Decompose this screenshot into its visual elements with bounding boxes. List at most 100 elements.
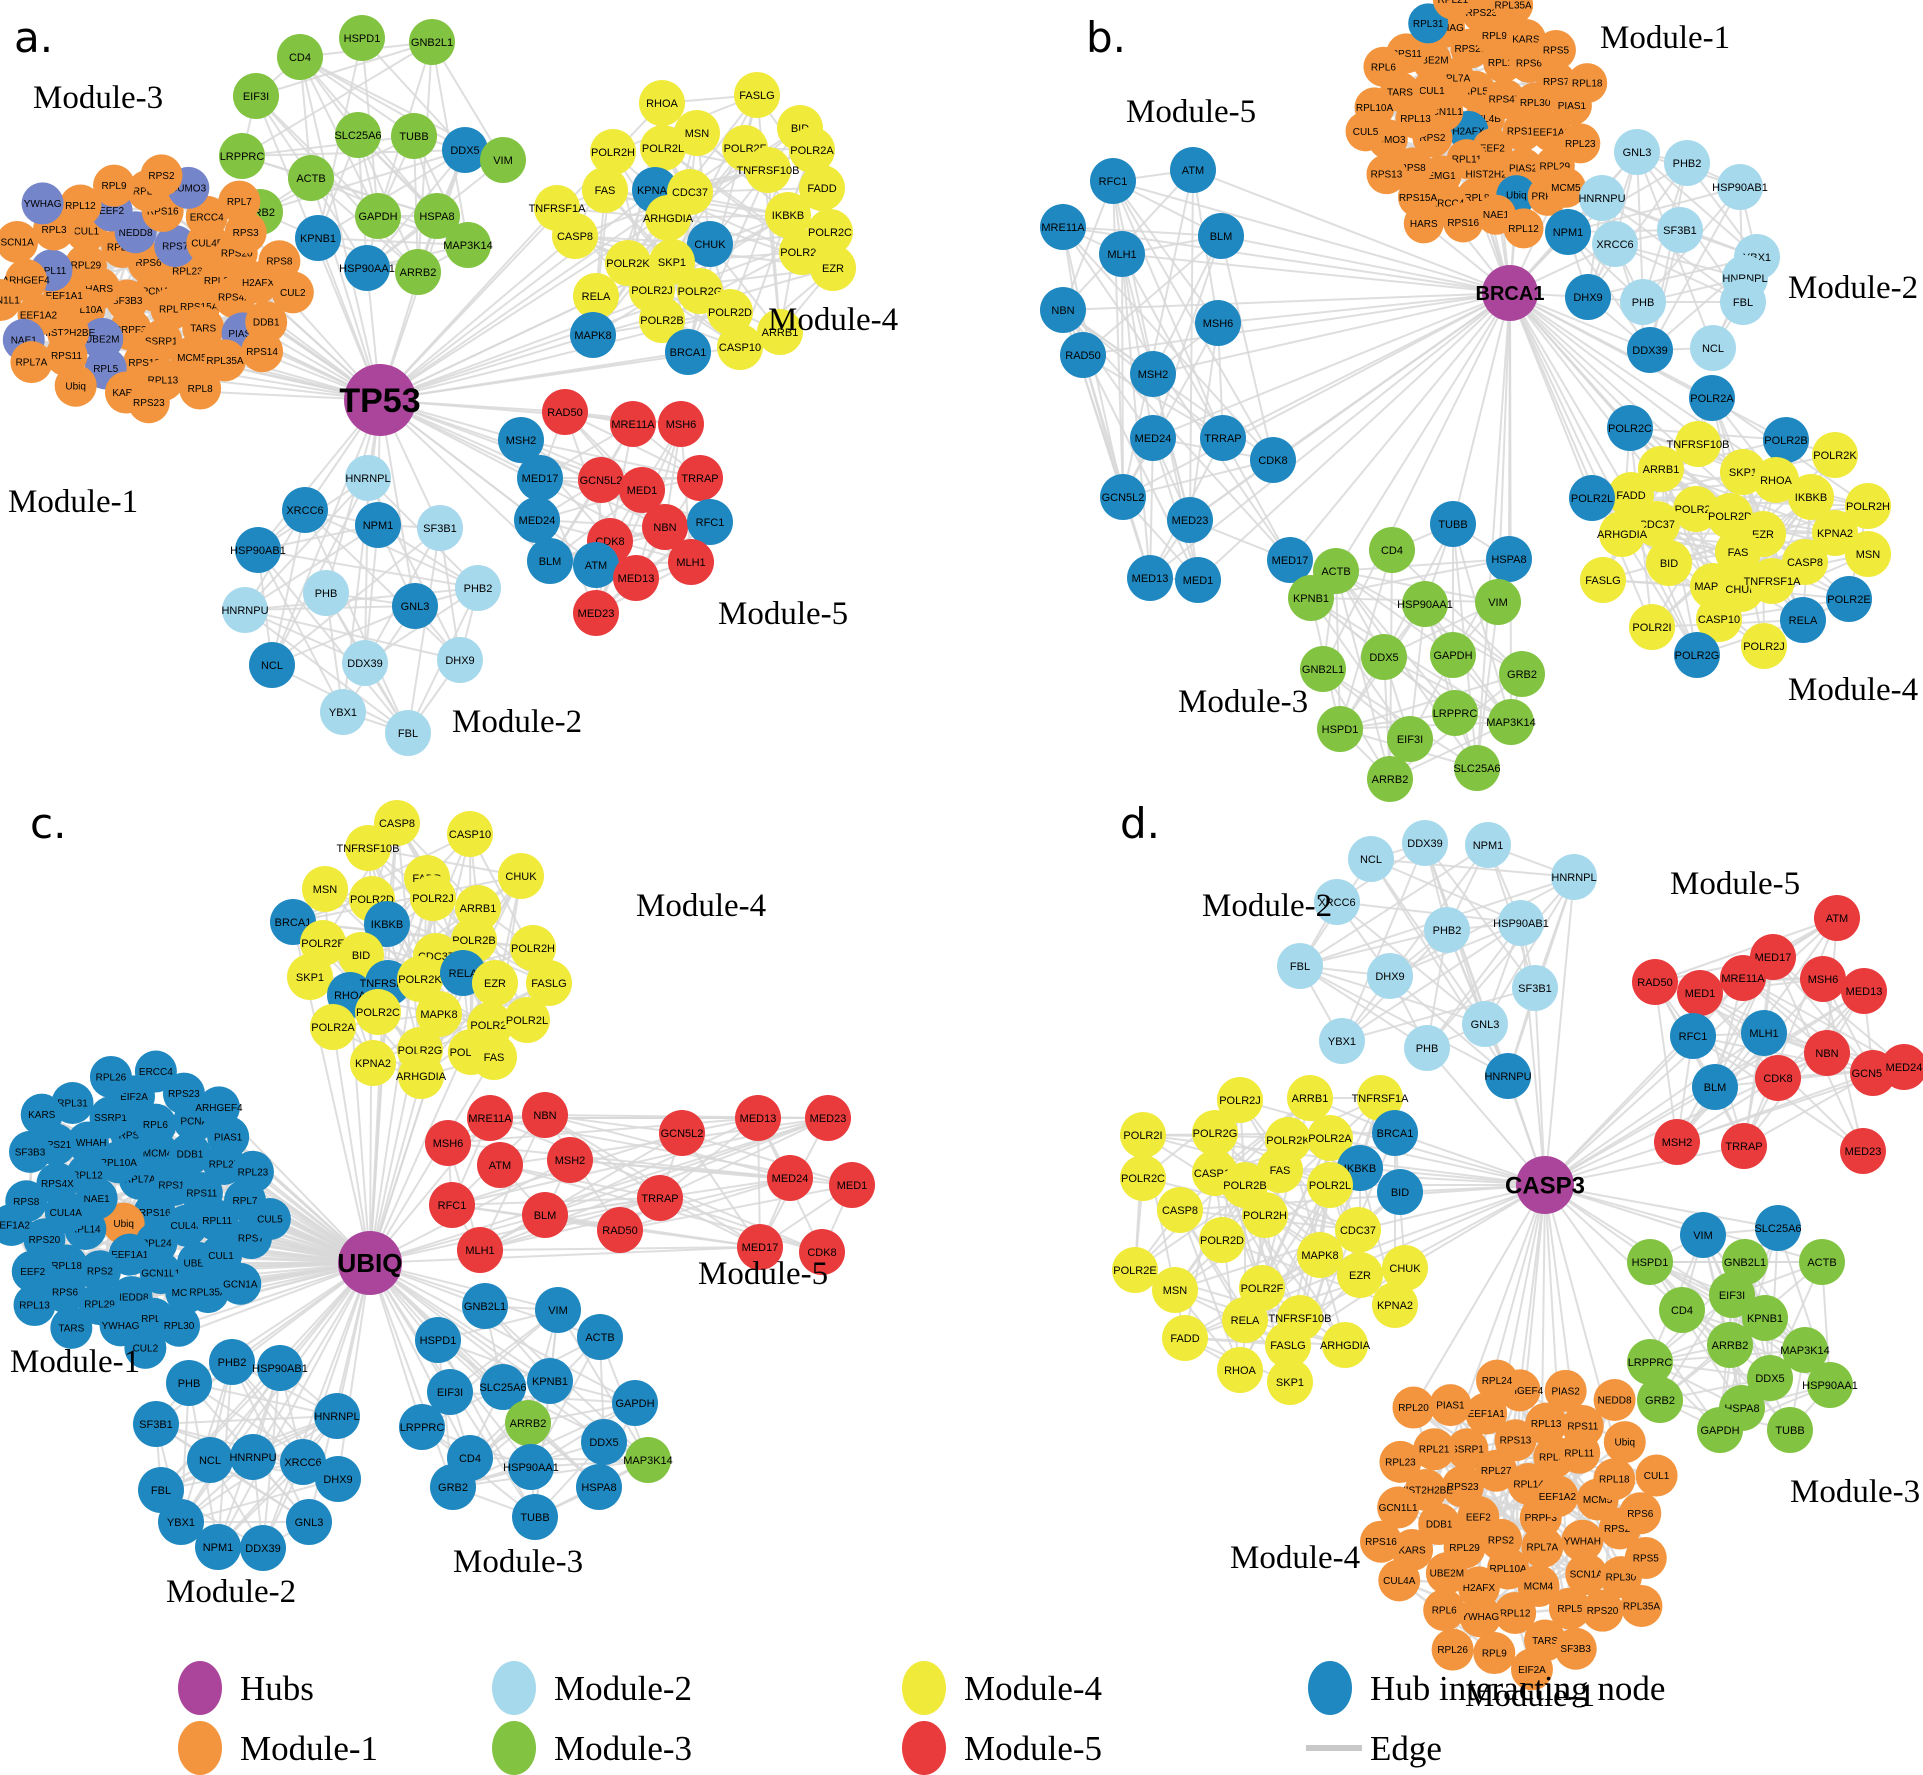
node-label: DHX9 bbox=[323, 1474, 352, 1486]
node-label: SF3B1 bbox=[139, 1419, 173, 1431]
edge bbox=[255, 95, 419, 273]
edge bbox=[369, 1056, 495, 1264]
node-med24 bbox=[514, 497, 560, 543]
node-rfc1 bbox=[687, 499, 733, 545]
edge bbox=[1743, 917, 1838, 1147]
node-nbn bbox=[522, 1092, 568, 1138]
node-label: IKBKB bbox=[772, 210, 804, 222]
hub-label-ubiq: UBIQ bbox=[338, 1248, 403, 1278]
node-label: EZR bbox=[484, 978, 506, 990]
node-ube2m bbox=[1425, 1552, 1468, 1595]
edge bbox=[1189, 322, 1219, 521]
node-label: HNRNPU bbox=[221, 605, 268, 617]
node-label: GNL3 bbox=[295, 1517, 324, 1529]
node-rpl13 bbox=[13, 1284, 56, 1327]
node-label: HSP90AB1 bbox=[230, 545, 286, 557]
node-npm1 bbox=[1545, 209, 1591, 255]
node-polr2j bbox=[1741, 623, 1787, 669]
node-label: PIAS2 bbox=[1551, 1386, 1580, 1397]
node-gnb2l1 bbox=[462, 1283, 508, 1329]
node-rps4x bbox=[36, 1162, 79, 1205]
node-label: HSPA8 bbox=[581, 1482, 616, 1494]
node-ybx1 bbox=[158, 1499, 204, 1545]
node-label: XRCC6 bbox=[1318, 897, 1355, 909]
node-ddx5 bbox=[1747, 1355, 1793, 1401]
node-polr2e bbox=[1826, 576, 1872, 622]
node-cul5 bbox=[1345, 111, 1386, 152]
edge bbox=[407, 527, 441, 734]
node-label: EZR bbox=[1752, 529, 1774, 541]
node-fadd bbox=[799, 165, 845, 211]
node-sf3b3 bbox=[1554, 1627, 1597, 1670]
node-label: POLR2K bbox=[606, 258, 650, 270]
node-rpl8 bbox=[179, 367, 222, 410]
edge bbox=[160, 1461, 304, 1491]
node-label: POLR2C bbox=[356, 1007, 400, 1019]
node-label: ACTB bbox=[585, 1332, 614, 1344]
edge bbox=[379, 399, 597, 566]
node-label: NBN bbox=[653, 522, 676, 534]
node-label: RPS4X bbox=[218, 293, 251, 304]
node-label: RPL6 bbox=[143, 1120, 168, 1131]
legend-label-edge: Edge bbox=[1370, 1729, 1442, 1768]
edge bbox=[369, 1262, 471, 1459]
node-map3k14 bbox=[1782, 1327, 1828, 1373]
node-label: POLR2A bbox=[311, 1022, 355, 1034]
node-label: POLR2I bbox=[470, 1020, 509, 1032]
node-label: HSPA8 bbox=[419, 211, 454, 223]
node-label: RPS13 bbox=[1371, 170, 1403, 181]
node-med24 bbox=[1130, 415, 1176, 461]
node-label: DHX9 bbox=[1375, 971, 1404, 983]
node-label: RPL23 bbox=[1385, 1457, 1416, 1468]
node-rpl26 bbox=[1431, 1628, 1474, 1671]
node-label: POLR2B bbox=[1764, 435, 1807, 447]
node-label: FADD bbox=[1616, 490, 1645, 502]
edge bbox=[217, 1415, 338, 1548]
module-label-module-5: Module-5 bbox=[1126, 94, 1256, 130]
edge bbox=[1335, 570, 1341, 730]
node-label: ARHGDIA bbox=[643, 213, 694, 225]
node-label: HNRNPL bbox=[345, 473, 390, 485]
edge bbox=[1424, 842, 1536, 989]
node-label: RPS27 bbox=[1455, 44, 1487, 55]
legend-swatch-module-4 bbox=[902, 1661, 946, 1715]
node-med13 bbox=[735, 1095, 781, 1141]
node-label: MAP3K14 bbox=[443, 240, 493, 252]
node-map3k14 bbox=[445, 222, 491, 268]
node-label: MSH2 bbox=[555, 1155, 586, 1167]
node-label: BID bbox=[1660, 558, 1678, 570]
node-label: MED1 bbox=[1685, 988, 1716, 1000]
node-label: ARRB2 bbox=[510, 1418, 547, 1430]
node-label: MED24 bbox=[519, 515, 556, 527]
node-map3k14 bbox=[625, 1437, 671, 1483]
node-label: KPNB1 bbox=[1747, 1313, 1783, 1325]
node-label: MED1 bbox=[1183, 575, 1214, 587]
node-label: TUBB bbox=[1775, 1425, 1804, 1437]
node-polr2a bbox=[310, 1004, 356, 1050]
edge bbox=[1062, 226, 1222, 237]
node-label: RPL11 bbox=[1452, 155, 1482, 166]
node-faslg bbox=[1265, 1322, 1311, 1368]
node-rela bbox=[1222, 1297, 1268, 1343]
node-label: RPS16 bbox=[139, 1208, 171, 1219]
node-polr2b bbox=[1763, 417, 1809, 463]
node-label: CASP10 bbox=[719, 342, 761, 354]
node-label: POLR2B bbox=[452, 935, 495, 947]
node-rpl7 bbox=[218, 180, 261, 223]
node-label: SUMO3 bbox=[1370, 135, 1406, 146]
node-polr2c bbox=[355, 989, 401, 1035]
node-label: GCN1L1 bbox=[1379, 1503, 1418, 1514]
edge bbox=[1179, 1209, 1241, 1371]
node-label: MAP3K14 bbox=[623, 1455, 673, 1467]
edge bbox=[369, 1262, 532, 1468]
node-kpna2 bbox=[350, 1040, 396, 1086]
node-gnb2l1 bbox=[409, 19, 455, 65]
node-gcn5l2 bbox=[659, 1110, 705, 1156]
node-label: SKP1 bbox=[296, 972, 324, 984]
node-label: MLH1 bbox=[1749, 1028, 1778, 1040]
node-label: RPL9 bbox=[102, 181, 127, 192]
node-ddx39 bbox=[342, 640, 388, 686]
node-rpl6 bbox=[1423, 1589, 1466, 1632]
node-label: YWHAH bbox=[69, 1138, 106, 1149]
node-vim bbox=[1475, 579, 1521, 625]
